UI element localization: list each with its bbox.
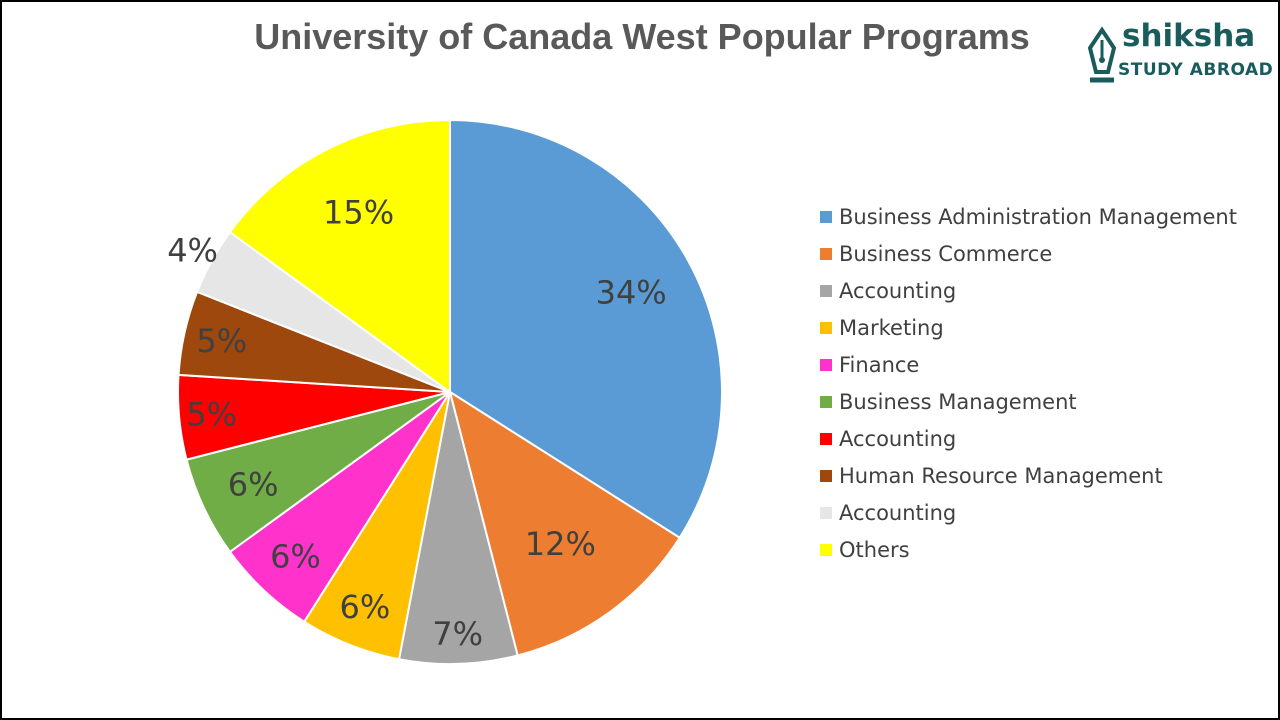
legend-label: Accounting (839, 278, 957, 303)
logo-brand: shiksha (1122, 18, 1256, 54)
legend-label: Accounting (839, 500, 957, 525)
legend-item-10: Others (820, 531, 1237, 568)
legend-swatch (820, 469, 832, 482)
legend-swatch (820, 395, 832, 408)
legend-swatch (820, 506, 832, 519)
legend-item-4: Marketing (820, 309, 1237, 346)
legend-item-9: Accounting (820, 494, 1237, 531)
data-label-6: 6% (228, 466, 279, 504)
legend-item-1: Business Administration Management (820, 198, 1237, 235)
legend-item-5: Finance (820, 346, 1237, 383)
legend-label: Business Management (839, 389, 1077, 414)
chart-legend: Business Administration Management Busine… (820, 198, 1237, 568)
logo-tagline: STUDY ABROAD (1118, 60, 1274, 80)
pie-slice-10 (228, 118, 451, 394)
data-label-9: 4% (167, 231, 218, 269)
fountain-pen-nib-icon (1087, 26, 1117, 83)
legend-swatch (820, 321, 832, 334)
legend-swatch (820, 543, 832, 556)
legend-label: Business Commerce (839, 241, 1053, 266)
legend-label: Finance (839, 352, 920, 377)
data-label-3: 7% (432, 615, 483, 653)
data-label-1: 34% (596, 273, 667, 311)
data-label-8: 5% (196, 322, 247, 360)
legend-swatch (820, 358, 832, 371)
data-label-2: 12% (525, 525, 596, 563)
legend-label: Business Administration Management (839, 204, 1237, 229)
shiksha-logo: shiksha STUDY ABROAD (1084, 18, 1274, 92)
chart-title: University of Canada West Popular Progra… (254, 16, 1030, 57)
pie-slice-3 (397, 391, 519, 665)
legend-swatch (820, 210, 832, 223)
data-label-4: 6% (340, 588, 391, 626)
legend-item-3: Accounting (820, 272, 1237, 309)
legend-swatch (820, 247, 832, 260)
legend-swatch (820, 284, 832, 297)
legend-label: Marketing (839, 315, 944, 340)
data-label-10: 15% (323, 194, 394, 232)
legend-item-7: Accounting (820, 420, 1237, 457)
legend-item-6: Business Management (820, 383, 1237, 420)
pie-slice-1 (449, 118, 723, 540)
legend-label: Others (839, 537, 910, 562)
data-label-5: 6% (270, 538, 321, 576)
legend-item-2: Business Commerce (820, 235, 1237, 272)
data-label-7: 5% (186, 396, 237, 434)
legend-label: Human Resource Management (839, 463, 1163, 488)
legend-swatch (820, 432, 832, 445)
legend-item-8: Human Resource Management (820, 457, 1237, 494)
legend-label: Accounting (839, 426, 957, 451)
pie-slice-2 (448, 389, 682, 657)
